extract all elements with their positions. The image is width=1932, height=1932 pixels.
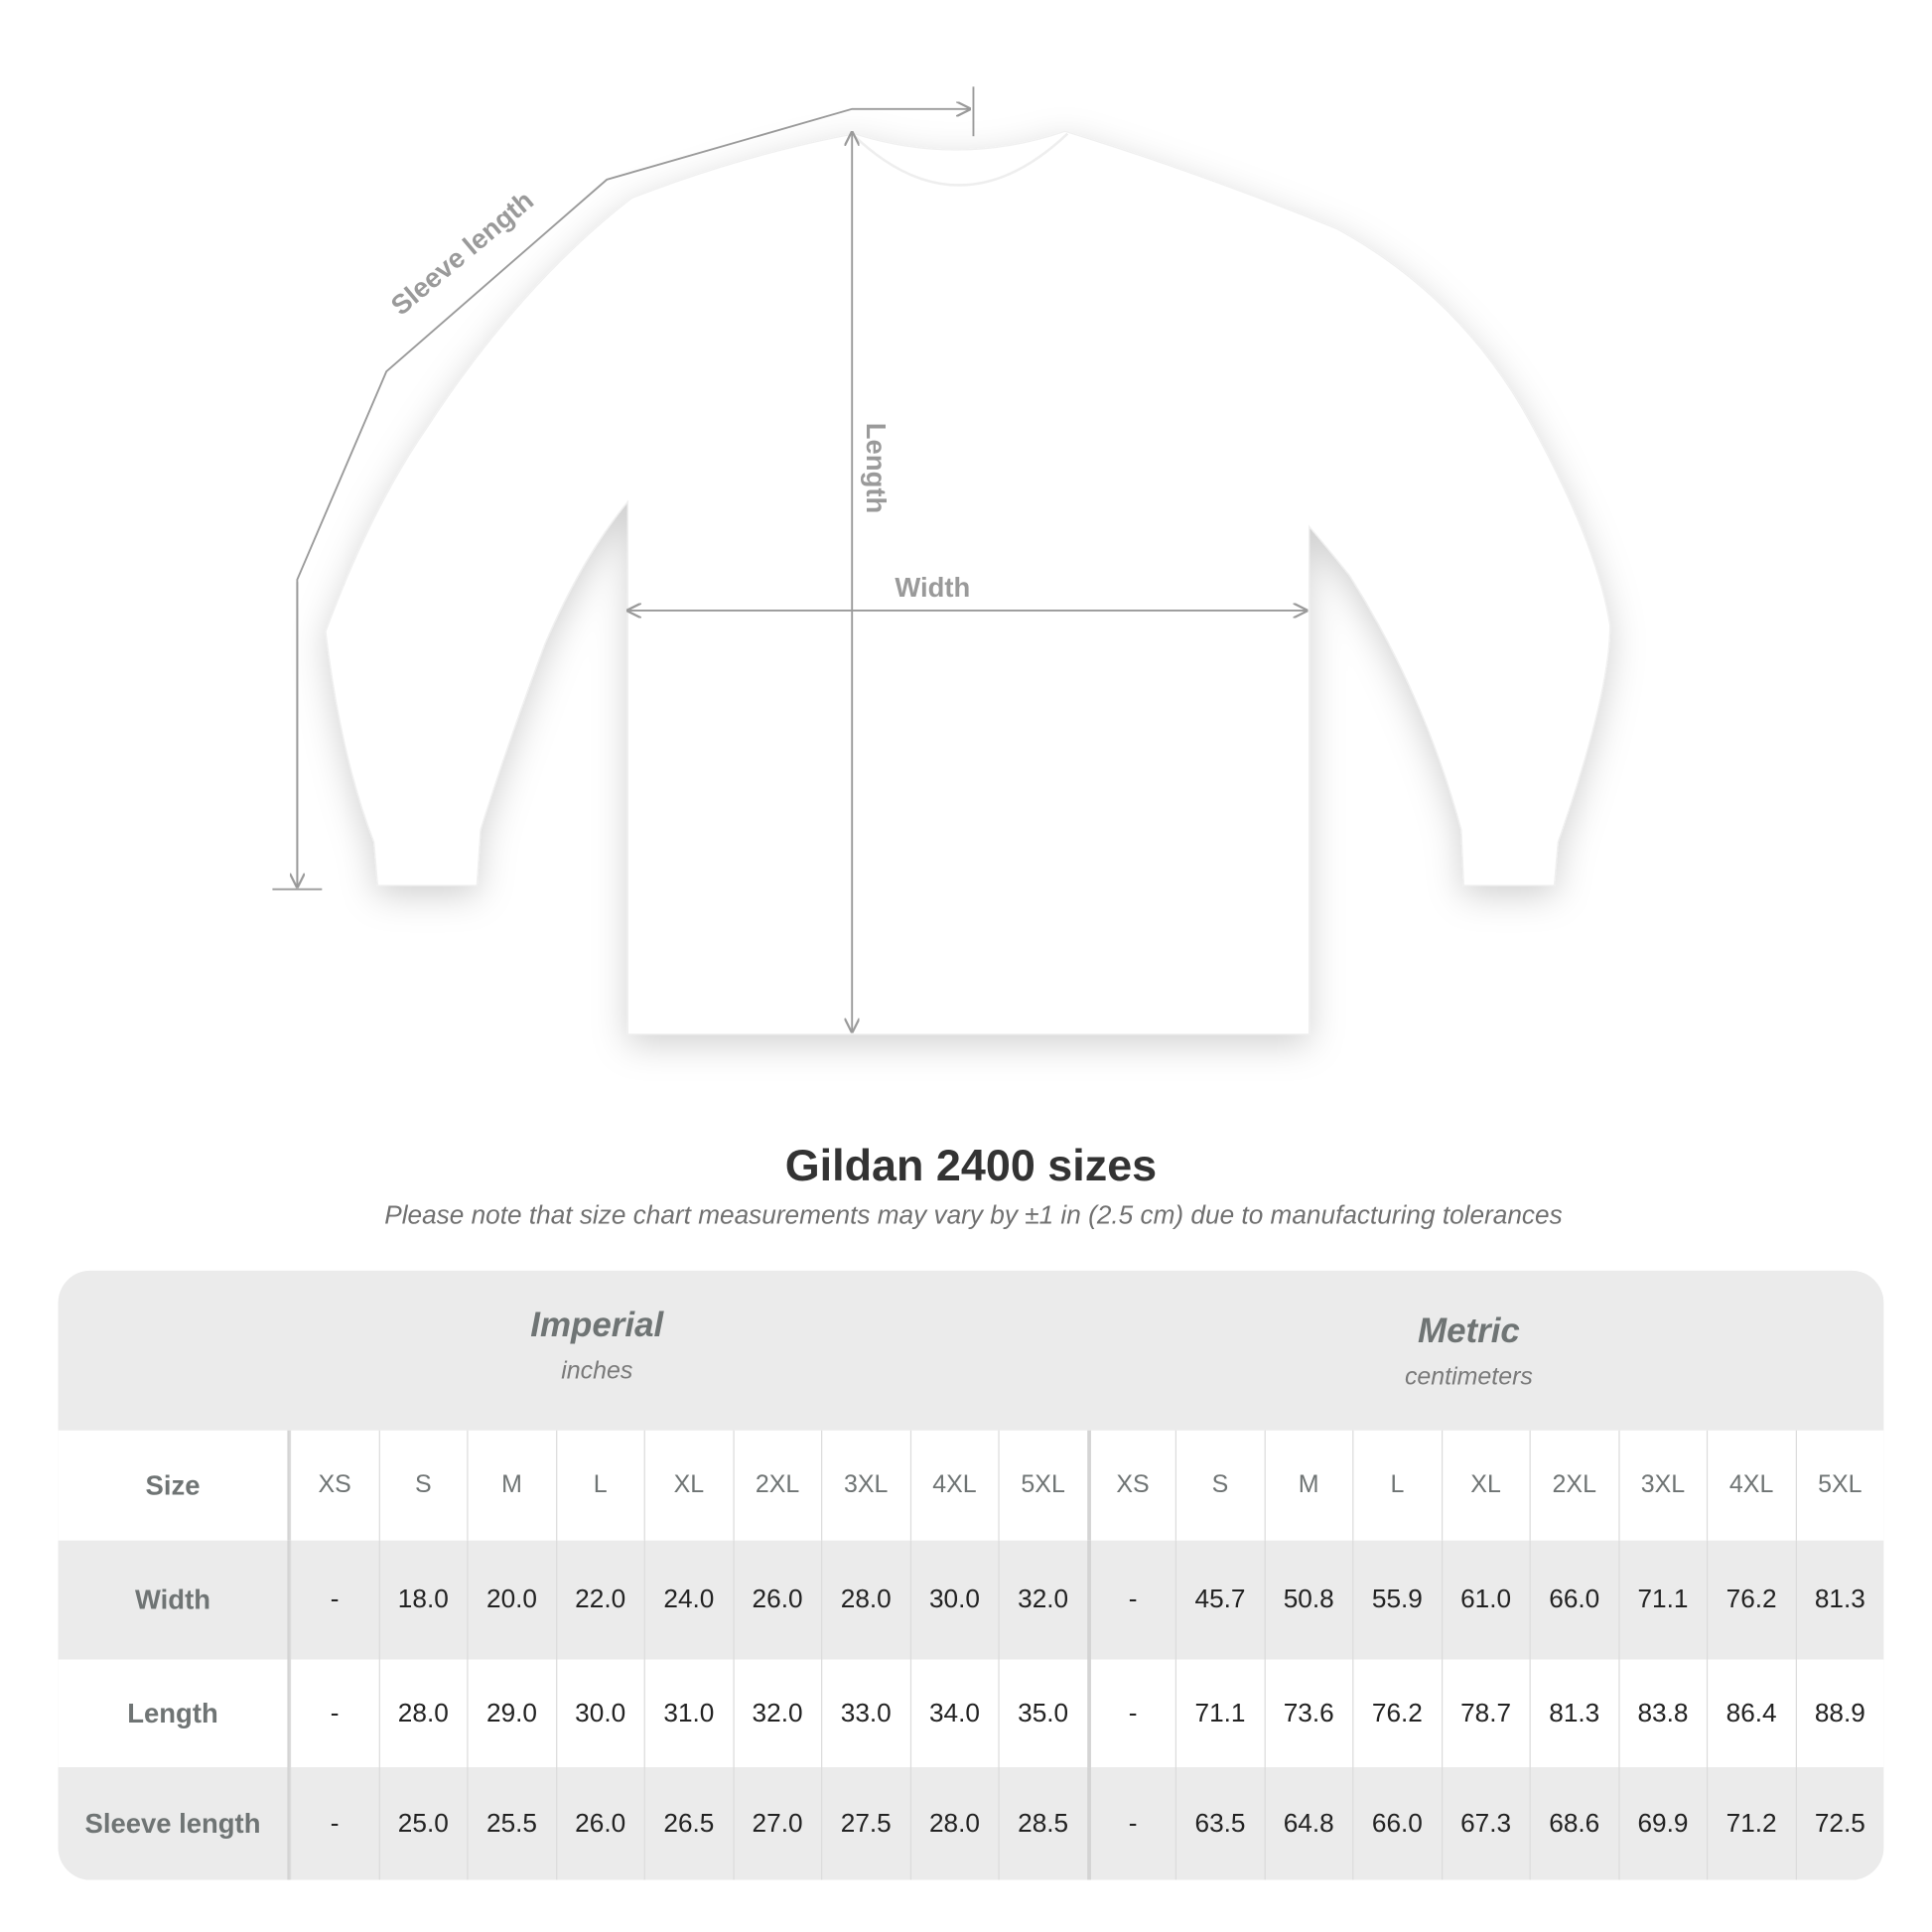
metric-value-cell: 78.7	[1441, 1659, 1529, 1768]
imperial-value-cell: 32.0	[732, 1659, 821, 1768]
metric-size-header: S	[1174, 1430, 1264, 1541]
imperial-size-header: 2XL	[732, 1430, 821, 1541]
metric-value-cell: 76.2	[1706, 1540, 1795, 1660]
row-label: Length	[59, 1659, 290, 1768]
metric-value-cell: 64.8	[1263, 1767, 1352, 1880]
sleeve-length-label: Sleeve length	[385, 185, 539, 321]
metric-size-header: 3XL	[1617, 1430, 1707, 1541]
imperial-size-header: M	[467, 1430, 555, 1541]
metric-size-header: XS	[1086, 1430, 1175, 1541]
table-row: Sleeve length -25.0 25.5 26.0 26.5 27.0 27.5 28…	[58, 1767, 1884, 1880]
imperial-size-header: XS	[289, 1430, 378, 1541]
imperial-size-header: XL	[643, 1430, 733, 1541]
size-header-row: Size XS S M L XL 2XL 3XL 4XL 5XL XS S M L XL 2XL 3XL 4XL 5…	[58, 1430, 1884, 1541]
imperial-value-cell: 27.0	[732, 1767, 821, 1880]
imperial-value-cell: 28.5	[998, 1767, 1086, 1880]
imperial-value-cell: 32.0	[998, 1540, 1086, 1660]
metric-unit: centimeters	[1404, 1363, 1533, 1391]
imperial-value-cell: 34.0	[909, 1659, 998, 1768]
imperial-value-cell: 20.0	[467, 1540, 555, 1660]
metric-value-cell: 71.1	[1174, 1659, 1264, 1768]
metric-value-cell: 72.5	[1795, 1767, 1883, 1880]
metric-size-header: L	[1352, 1430, 1441, 1541]
metric-size-header: 4XL	[1706, 1430, 1795, 1541]
width-label: Width	[895, 572, 970, 603]
metric-value-cell: 86.4	[1706, 1659, 1795, 1768]
imperial-value-cell: 22.0	[555, 1540, 643, 1660]
imperial-value-cell: -	[289, 1540, 378, 1660]
imperial-size-header: S	[378, 1430, 467, 1541]
imperial-size-header: 4XL	[909, 1430, 998, 1541]
metric-value-cell: 45.7	[1174, 1540, 1264, 1660]
metric-value-cell: 67.3	[1441, 1767, 1529, 1880]
imperial-value-cell: 26.5	[643, 1767, 733, 1880]
metric-size-header: 5XL	[1795, 1430, 1883, 1541]
imperial-value-cell: 28.0	[378, 1659, 467, 1768]
metric-value-cell: 71.1	[1617, 1540, 1707, 1660]
row-label: Sleeve length	[59, 1767, 290, 1880]
imperial-value-cell: 31.0	[643, 1659, 733, 1768]
size-table: Imperial inches Metric centimeters Size X…	[58, 1270, 1884, 1880]
metric-value-cell: 76.2	[1352, 1659, 1441, 1768]
imperial-value-cell: -	[289, 1767, 378, 1880]
metric-value-cell: -	[1086, 1767, 1175, 1880]
imperial-size-header: 3XL	[821, 1430, 909, 1541]
metric-value-cell: 55.9	[1352, 1540, 1441, 1660]
metric-value-cell: 88.9	[1795, 1659, 1883, 1768]
imperial-size-header: L	[555, 1430, 643, 1541]
imperial-value-cell: 30.0	[555, 1659, 643, 1768]
metric-value-cell: 66.0	[1529, 1540, 1618, 1660]
imperial-value-cell: 35.0	[998, 1659, 1086, 1768]
imperial-value-cell: 28.0	[909, 1767, 998, 1880]
length-label: Length	[861, 423, 892, 513]
table-row: Length -28.0 29.0 30.0 31.0 32.0 33.0 34.0 35.0-…	[58, 1659, 1884, 1768]
imperial-value-cell: 29.0	[467, 1659, 555, 1768]
imperial-header: Imperial inches	[349, 1306, 845, 1386]
metric-value-cell: 73.6	[1263, 1659, 1352, 1768]
imperial-value-cell: 25.0	[378, 1767, 467, 1880]
metric-size-header: 2XL	[1529, 1430, 1618, 1541]
imperial-value-cell: 28.0	[821, 1540, 909, 1660]
imperial-value-cell: 27.5	[821, 1767, 909, 1880]
imperial-unit: inches	[561, 1357, 633, 1385]
row-label: Width	[59, 1540, 290, 1660]
metric-value-cell: 68.6	[1529, 1767, 1618, 1880]
imperial-value-cell: 26.0	[732, 1540, 821, 1660]
metric-value-cell: 63.5	[1174, 1767, 1264, 1880]
imperial-value-cell: 33.0	[821, 1659, 909, 1768]
longsleeve-shirt-illustration	[325, 130, 1611, 1035]
metric-value-cell: 66.0	[1352, 1767, 1441, 1880]
metric-value-cell: 81.3	[1795, 1540, 1883, 1660]
metric-header: Metric centimeters	[1221, 1311, 1717, 1392]
imperial-size-header: 5XL	[998, 1430, 1086, 1541]
metric-value-cell: 83.8	[1617, 1659, 1707, 1768]
imperial-title: Imperial	[530, 1305, 664, 1344]
metric-title: Metric	[1417, 1311, 1520, 1350]
metric-size-header: M	[1263, 1430, 1352, 1541]
metric-value-cell: 81.3	[1529, 1659, 1618, 1768]
metric-value-cell: 50.8	[1263, 1540, 1352, 1660]
metric-value-cell: -	[1086, 1540, 1175, 1660]
table-row: Width -18.0 20.0 22.0 24.0 26.0 28.0 30.0 32.0-4…	[58, 1540, 1884, 1660]
imperial-value-cell: -	[289, 1659, 378, 1768]
shirt-diagram: Sleeve length Length Width	[272, 86, 1611, 1035]
metric-value-cell: 69.9	[1617, 1767, 1707, 1880]
unit-header: Imperial inches Metric centimeters	[58, 1270, 1884, 1431]
metric-value-cell: 71.2	[1706, 1767, 1795, 1880]
imperial-value-cell: 26.0	[555, 1767, 643, 1880]
imperial-value-cell: 24.0	[643, 1540, 733, 1660]
metric-size-header: XL	[1441, 1430, 1529, 1541]
metric-value-cell: -	[1086, 1659, 1175, 1768]
imperial-value-cell: 18.0	[378, 1540, 467, 1660]
tolerance-note: Please note that size chart measurements…	[384, 1200, 1563, 1230]
chart-title: Gildan 2400 sizes	[784, 1139, 1158, 1190]
metric-value-cell: 61.0	[1441, 1540, 1529, 1660]
imperial-value-cell: 25.5	[467, 1767, 555, 1880]
row-label: Size	[59, 1430, 290, 1541]
imperial-value-cell: 30.0	[909, 1540, 998, 1660]
